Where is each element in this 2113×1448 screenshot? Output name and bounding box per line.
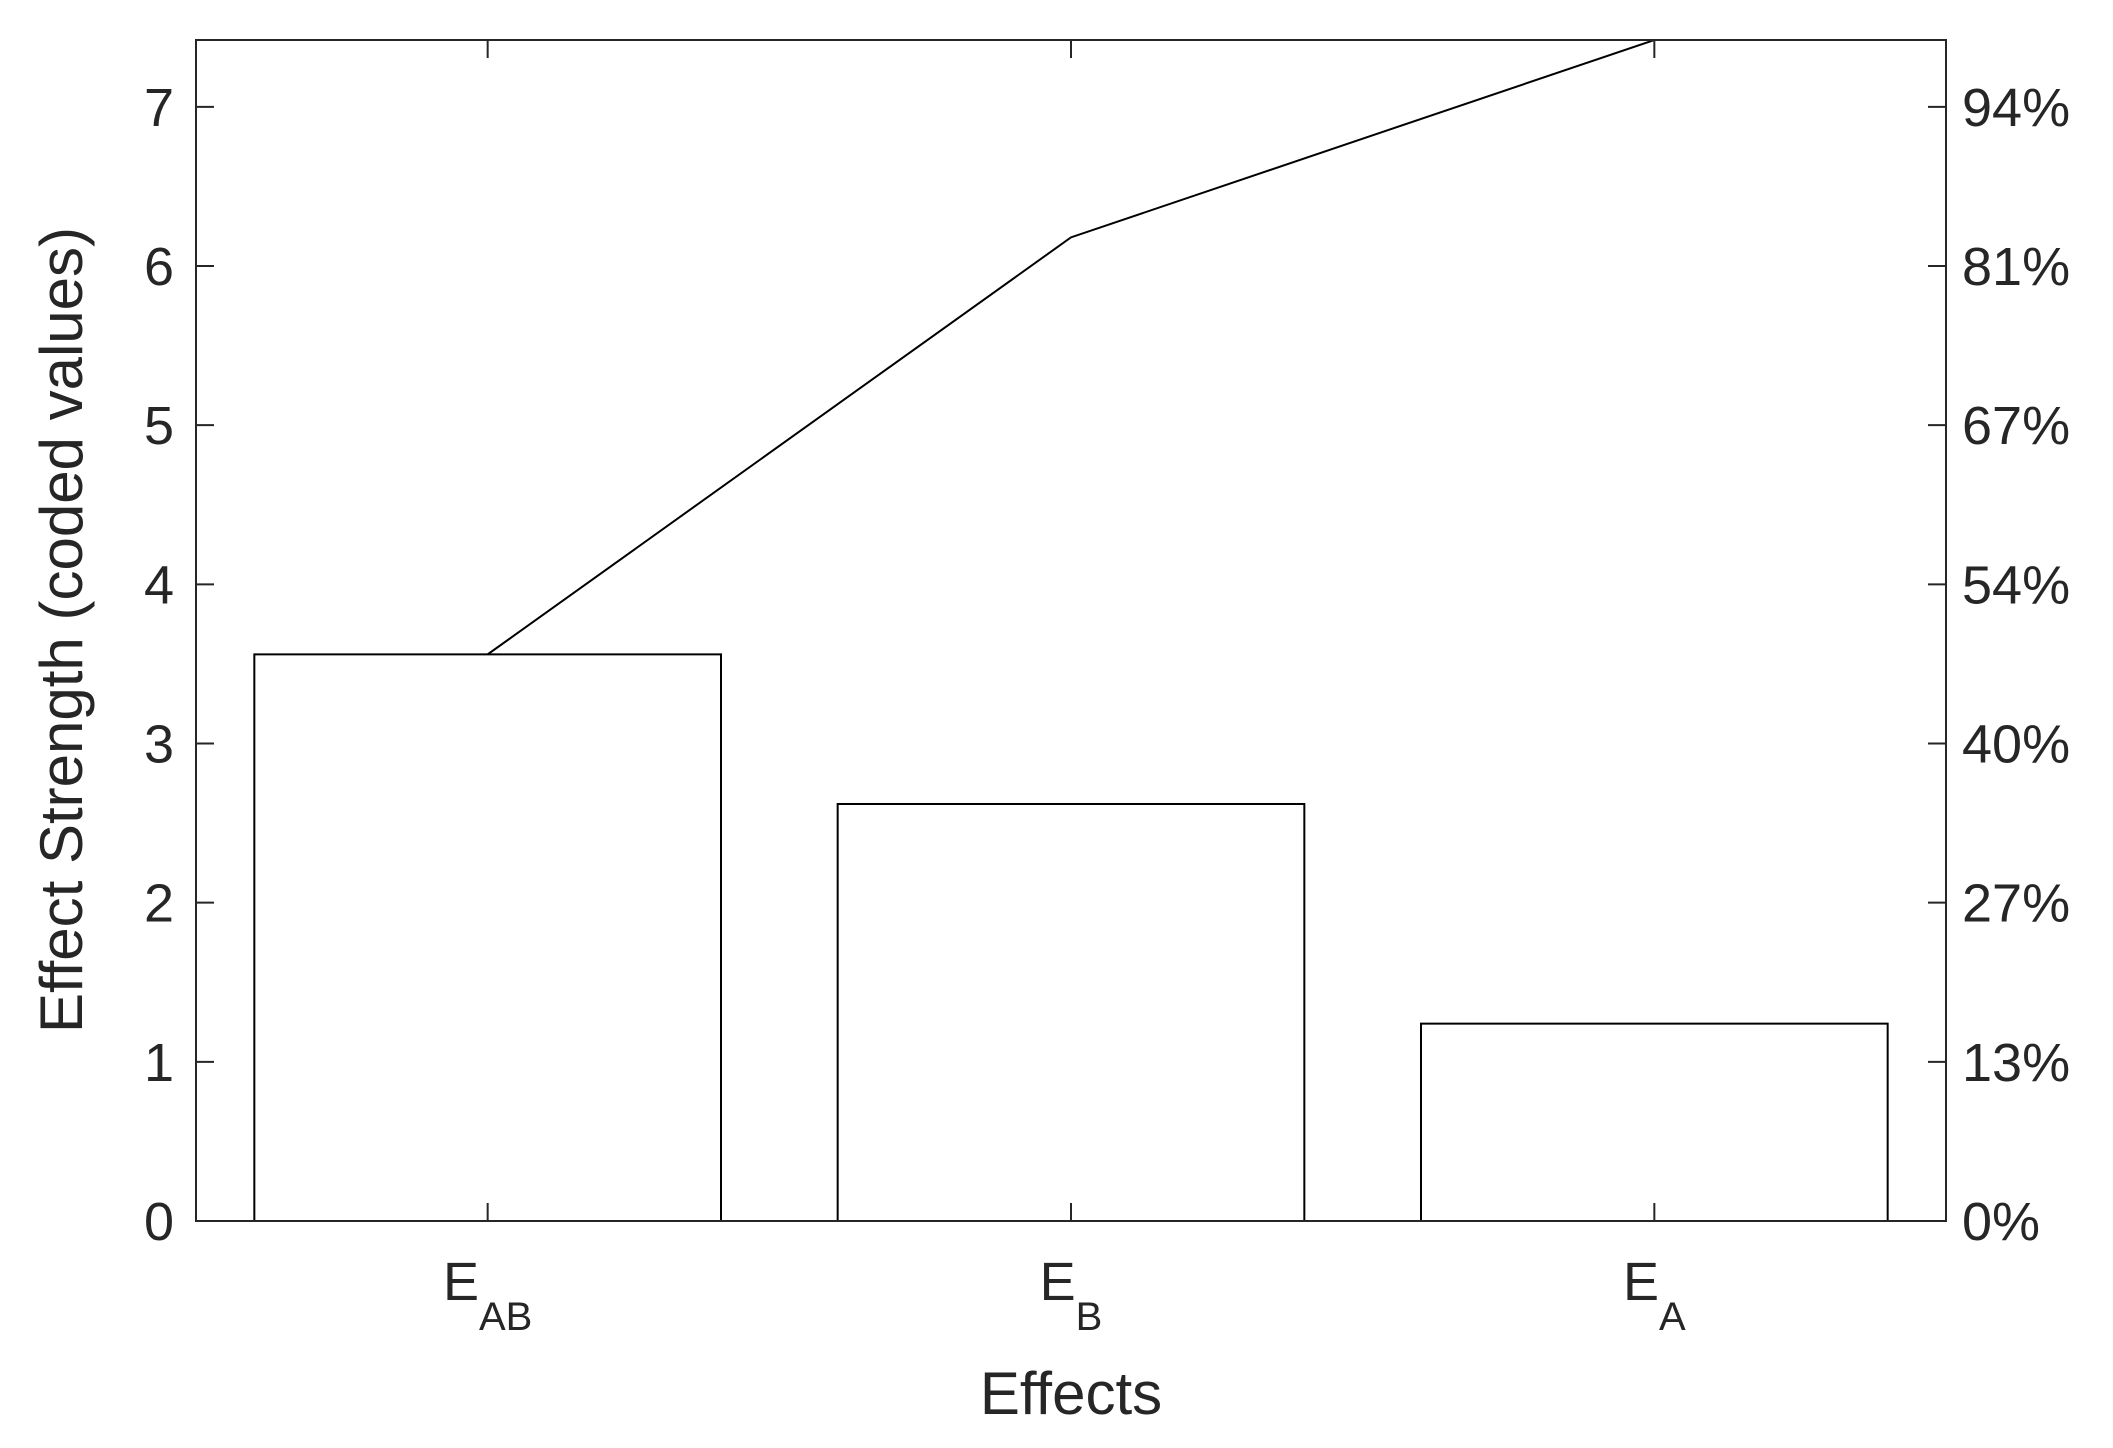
left-tick-label: 0 — [144, 1192, 174, 1252]
right-tick-label: 27% — [1962, 874, 2070, 934]
y-axis-label: Effect Strength (coded values) — [28, 227, 95, 1033]
left-tick-label: 5 — [144, 396, 174, 456]
left-tick-label: 3 — [144, 715, 174, 775]
x-tick-label: EA — [1623, 1252, 1686, 1339]
x-tick-label: EB — [1040, 1252, 1103, 1339]
left-tick-label: 1 — [144, 1033, 174, 1093]
ticks: 0 1 2 3 4 5 6 7 0% 13% 27% 40% 54% 67% 81% 94% EAB EB EA — [144, 40, 2070, 1339]
x-axis-label: Effects — [980, 1360, 1162, 1427]
right-tick-label: 81% — [1962, 237, 2070, 297]
cumulative-line-group — [487, 39, 1655, 656]
left-tick-label: 6 — [144, 237, 174, 297]
right-tick-label: 67% — [1962, 396, 2070, 456]
left-tick-label: 7 — [144, 78, 174, 138]
left-tick-label: 2 — [144, 874, 174, 934]
right-tick-label: 40% — [1962, 715, 2070, 775]
right-tick-label: 94% — [1962, 78, 2070, 138]
right-tick-label: 54% — [1962, 555, 2070, 615]
x-tick-label: EAB — [443, 1252, 532, 1339]
bar-eb — [836, 802, 1306, 1222]
right-tick-label: 0% — [1962, 1192, 2040, 1252]
cumulative-line — [487, 39, 1655, 656]
bar-eab — [253, 653, 722, 1222]
right-tick-label: 13% — [1962, 1033, 2070, 1093]
bar-ea — [1420, 1022, 1889, 1222]
bars — [253, 653, 1889, 1222]
left-tick-label: 4 — [144, 555, 174, 615]
